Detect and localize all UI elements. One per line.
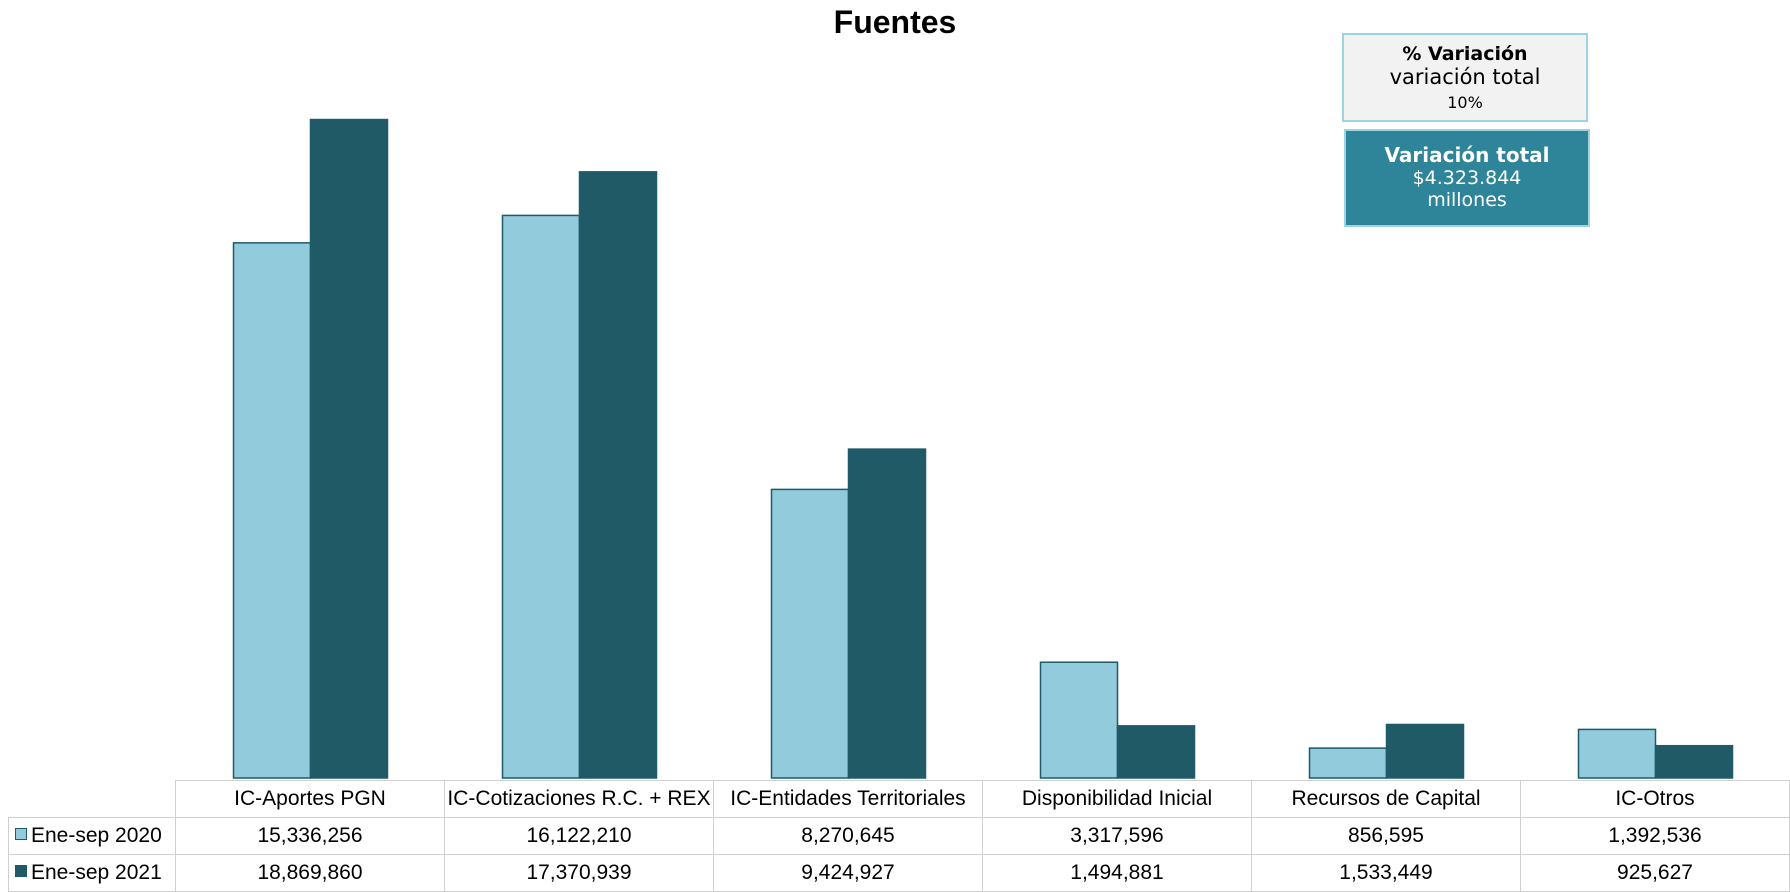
variation-total-unit: millones (1427, 189, 1507, 211)
data-label: 15,336,256 (175, 817, 445, 855)
legend-swatch-2021 (15, 865, 27, 878)
variation-percent-title: % Variación (1402, 43, 1528, 65)
bar-2021-0 (309, 118, 389, 779)
data-label: 925,627 (1520, 854, 1790, 892)
category-label: Disponibilidad Inicial (982, 780, 1252, 818)
chart-title: Fuentes (833, 4, 957, 40)
variation-total-box: Variación total $4.323.844 millones (1344, 129, 1590, 227)
bar-2020-0 (232, 242, 312, 779)
bar-2021-5 (1654, 744, 1734, 779)
bar-2020-2 (770, 488, 850, 779)
bar-2020-1 (501, 214, 581, 779)
series-row-2020: Ene-sep 2020 15,336,256 16,122,210 8,270… (8, 817, 1790, 855)
variation-percent-value: 10% (1447, 93, 1483, 112)
data-label: 16,122,210 (444, 817, 714, 855)
table-corner (9, 781, 176, 818)
series-name: Ene-sep 2020 (31, 824, 162, 847)
bar-2020-5 (1577, 728, 1657, 779)
category-label: IC-Cotizaciones R.C. + REX (444, 780, 714, 818)
plot-area (232, 118, 1734, 779)
data-label: 1,494,881 (982, 854, 1252, 892)
data-label: 17,370,939 (444, 854, 714, 892)
legend-entry-2020: Ene-sep 2020 (8, 817, 176, 855)
variation-total-value: $4.323.844 (1412, 167, 1522, 189)
category-header-row: IC-Aportes PGN IC-Cotizaciones R.C. + RE… (9, 780, 1790, 818)
category-label: IC-Aportes PGN (175, 780, 445, 818)
bar-2021-3 (1116, 725, 1196, 779)
bar-2021-1 (578, 171, 658, 779)
series-name: Ene-sep 2021 (31, 861, 162, 884)
category-label: Recursos de Capital (1251, 780, 1521, 818)
bar-2020-3 (1039, 661, 1119, 779)
variation-percent-box: % Variación variación total 10% (1342, 33, 1588, 122)
bar-2021-2 (847, 448, 927, 779)
data-label: 9,424,927 (713, 854, 983, 892)
category-label: IC-Otros (1520, 780, 1790, 818)
data-label: 856,595 (1251, 817, 1521, 855)
bar-2021-4 (1385, 723, 1465, 779)
data-label: 1,392,536 (1520, 817, 1790, 855)
variation-percent-subtitle: variación total (1389, 65, 1541, 89)
legend-entry-2021: Ene-sep 2021 (8, 854, 176, 892)
series-row-2021: Ene-sep 2021 18,869,860 17,370,939 9,424… (8, 854, 1790, 892)
data-label: 8,270,645 (713, 817, 983, 855)
data-label: 1,533,449 (1251, 854, 1521, 892)
bar-2020-4 (1308, 747, 1388, 779)
category-label: IC-Entidades Territoriales (713, 780, 983, 818)
data-label: 18,869,860 (175, 854, 445, 892)
variation-total-title: Variación total (1384, 143, 1550, 167)
data-label: 3,317,596 (982, 817, 1252, 855)
legend-swatch-2020 (15, 828, 27, 841)
data-table: IC-Aportes PGN IC-Cotizaciones R.C. + RE… (8, 780, 1790, 892)
